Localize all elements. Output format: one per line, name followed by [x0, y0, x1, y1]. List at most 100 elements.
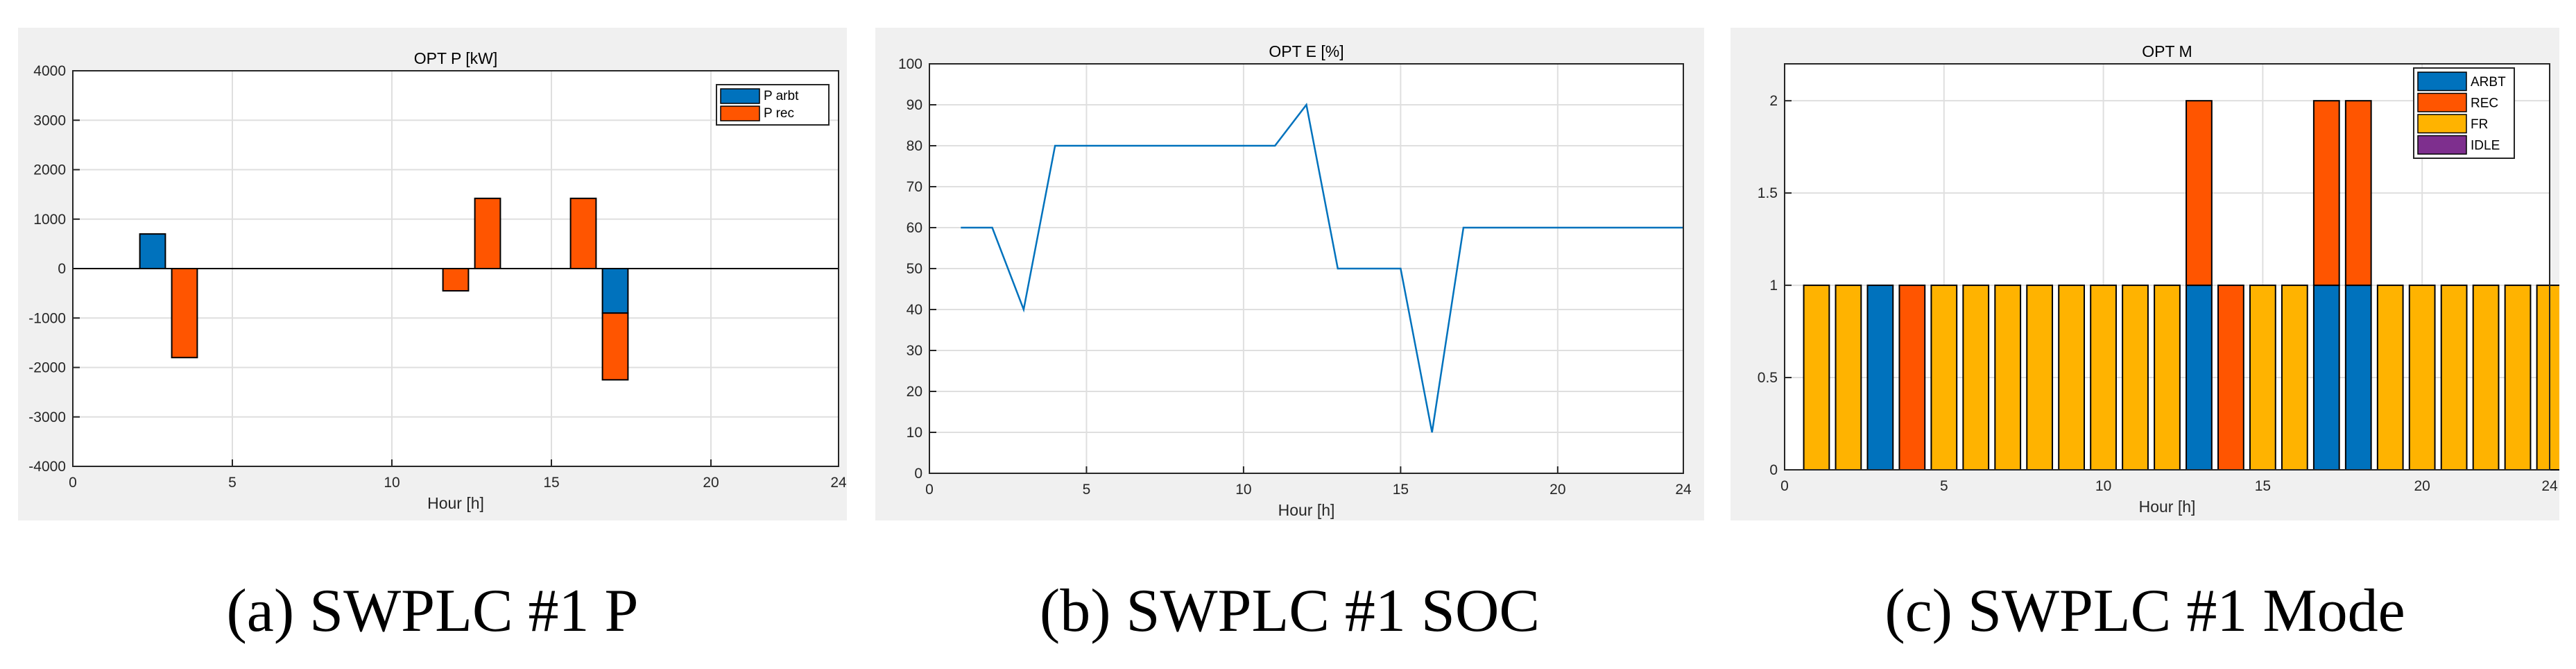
bar-arbt [2312, 285, 2340, 471]
legend-swatch [2417, 71, 2467, 92]
y-tick-label: 50 [907, 261, 922, 277]
y-tick-label: -1000 [28, 310, 66, 326]
power-chart: 0 5 10 15 20 24 -4000 -3000 -2000 -1000 0 1000 2000 3… [28, 49, 847, 512]
bar-arbt [2186, 285, 2213, 471]
axes-box [929, 63, 1684, 474]
y-tick-label: 0.5 [1758, 370, 1778, 386]
bar-p-rec [601, 312, 629, 381]
bar-rec [2312, 100, 2340, 287]
legend-swatch [2417, 114, 2467, 134]
bar-p-arbt [601, 268, 629, 314]
legend-swatch [720, 105, 760, 121]
bar-rec [2186, 100, 2213, 287]
bar-rec [2344, 100, 2372, 287]
y-tick-label: 2000 [33, 162, 66, 178]
y-tick-label: 40 [907, 302, 922, 318]
x-axis-label: Hour [h] [427, 494, 484, 512]
legend-label: ARBT [2471, 75, 2506, 90]
y-tick-label: 3000 [33, 112, 66, 128]
legend-label: P rec [764, 106, 794, 121]
bar-arbt [1866, 285, 1894, 471]
y-tick-label: 4000 [33, 63, 66, 79]
axes-box [72, 70, 839, 467]
soc-chart: 0 5 10 15 20 24 0 10 20 30 40 50 60 70 80 90 100 OPT E [%… [898, 42, 1692, 519]
axes-box [1784, 63, 2550, 471]
bar-arbt [2344, 285, 2372, 471]
x-tick-label: 24 [2541, 478, 2558, 494]
legend-label: IDLE [2471, 138, 2500, 153]
y-tick-label: 20 [907, 384, 922, 400]
bar-fr [1962, 285, 1990, 471]
y-tick-label: 10 [907, 425, 922, 441]
legend-swatch [720, 88, 760, 104]
bar-fr [2504, 285, 2532, 471]
x-tick-label: 5 [1940, 478, 1948, 494]
bar-fr [1994, 285, 2022, 471]
y-tick-label: 1000 [33, 212, 66, 228]
bar-p-rec [442, 268, 470, 292]
y-tick-label: -4000 [28, 459, 66, 475]
x-tick-label: 10 [1235, 482, 1251, 498]
legend-label: FR [2471, 117, 2488, 132]
y-tick-label: 0 [58, 261, 66, 277]
bar-fr [1930, 285, 1958, 471]
bar-fr [2440, 285, 2468, 471]
x-tick-label: 5 [228, 475, 237, 491]
y-tick-label: -3000 [28, 409, 66, 425]
y-tick-label: 2 [1769, 93, 1778, 109]
bar-fr [2281, 285, 2308, 471]
bar-fr [2376, 285, 2404, 471]
panel-mode: 0 5 10 15 20 24 0 0.5 1 1.5 2 OPT M Hour [h] ARBT REC F… [1731, 28, 2559, 520]
y-tick-label: 1.5 [1758, 185, 1778, 201]
x-tick-label: 24 [830, 475, 847, 491]
y-tick-label: 0 [1769, 462, 1778, 478]
bar-fr [2408, 285, 2436, 471]
legend-label: P arbt [764, 89, 799, 103]
bar-fr [2536, 285, 2559, 471]
bar-fr [1835, 285, 1862, 471]
y-tick-label: 90 [907, 97, 922, 113]
bar-p-rec [474, 197, 501, 269]
bar-fr [2154, 285, 2181, 471]
chart-title: OPT M [2142, 42, 2192, 60]
x-tick-label: 10 [384, 475, 400, 491]
x-tick-label: 20 [703, 475, 719, 491]
bar-fr [2026, 285, 2054, 471]
chart-title: OPT P [kW] [414, 49, 498, 67]
y-tick-label: 1 [1769, 278, 1778, 294]
x-tick-label: 15 [2255, 478, 2271, 494]
x-tick-label: 24 [1675, 482, 1692, 498]
mode-chart: 0 5 10 15 20 24 0 0.5 1 1.5 2 OPT M Hour [h] ARBT REC F… [1758, 42, 2559, 516]
x-axis-label: Hour [h] [1278, 501, 1335, 519]
bar-rec [2217, 285, 2244, 471]
x-tick-label: 0 [925, 482, 934, 498]
y-tick-label: 60 [907, 220, 922, 236]
bar-p-rec [569, 197, 597, 269]
bar-fr [2249, 285, 2276, 471]
bar-p-rec [171, 268, 198, 359]
y-tick-label: 100 [898, 56, 922, 72]
caption-soc: (b) SWPLC #1 SOC [1039, 577, 1540, 645]
x-tick-label: 10 [2095, 478, 2111, 494]
legend-swatch [2417, 92, 2467, 112]
y-tick-label: 30 [907, 343, 922, 359]
bar-fr [1803, 285, 1830, 471]
legend-label: REC [2471, 96, 2498, 110]
x-tick-label: 15 [543, 475, 559, 491]
x-tick-label: 0 [1780, 478, 1789, 494]
x-tick-label: 0 [69, 475, 77, 491]
caption-mode: (c) SWPLC #1 Mode [1884, 577, 2405, 645]
soc-line [961, 103, 1683, 433]
bar-rec [1898, 285, 1926, 471]
caption-power: (a) SWPLC #1 P [226, 577, 639, 645]
y-tick-label: 0 [914, 466, 922, 482]
y-tick-label: 70 [907, 179, 922, 195]
bar-fr [2058, 285, 2086, 471]
bar-p-arbt [139, 233, 166, 269]
bar-fr [2122, 285, 2149, 471]
x-tick-label: 20 [2414, 478, 2430, 494]
panel-power: 0 5 10 15 20 24 -4000 -3000 -2000 -1000 0 1000 2000 3… [18, 28, 847, 520]
legend-swatch [2417, 135, 2467, 155]
x-tick-label: 15 [1393, 482, 1409, 498]
x-tick-label: 5 [1083, 482, 1091, 498]
